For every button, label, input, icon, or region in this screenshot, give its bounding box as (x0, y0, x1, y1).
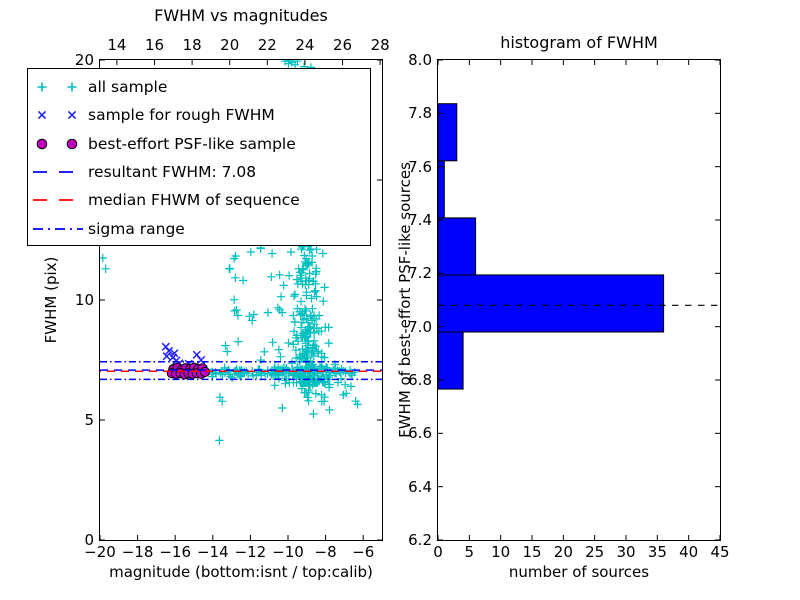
x-tick-label: 5 (464, 543, 475, 561)
y-tick-label: 5 (84, 411, 94, 429)
x-tick-label: 40 (679, 543, 699, 561)
legend-entry-median-fwhm: median FHWM of sequence (28, 186, 370, 214)
calib-tick-label: 28 (370, 36, 390, 54)
histogram-title: histogram of FWHM (500, 33, 658, 52)
rough-fwhm-cross-icon (37, 111, 77, 120)
x-tick-label: −14 (196, 543, 229, 561)
legend-label: resultant FWHM: 7.08 (88, 163, 257, 182)
x-tick-label: −10 (272, 543, 304, 561)
x-tick-label: −12 (234, 543, 267, 561)
x-tick-label: −16 (159, 543, 192, 561)
calib-tick-label: 22 (257, 36, 277, 54)
blue-dashdot-line-icon (33, 227, 83, 230)
x-tick-label: 15 (522, 543, 542, 561)
y-tick-label: 7.8 (408, 104, 432, 123)
legend-label: sample for rough FWHM (88, 106, 275, 125)
legend-label: median FHWM of sequence (88, 191, 300, 210)
x-tick-label: 45 (710, 543, 730, 561)
calib-tick-label: 18 (182, 36, 202, 54)
legend-label: best-effort PSF-like sample (88, 134, 296, 153)
calib-tick-label: 16 (144, 36, 165, 54)
x-tick-label: 20 (553, 543, 573, 561)
legend-entry-resultant-fwhm: resultant FWHM: 7.08 (28, 158, 370, 186)
legend-entry-all-sample: all sample (28, 73, 370, 101)
legend-label: sigma range (88, 219, 185, 238)
y-tick-label: 10 (74, 291, 94, 309)
calib-tick-label: 14 (107, 36, 127, 54)
y-tick-label: 6.2 (408, 531, 432, 549)
x-tick-label: 35 (647, 543, 667, 561)
scatter-title: FWHM vs magnitudes (154, 6, 328, 25)
y-tick-label: 6.6 (408, 424, 432, 443)
histogram-ylabel: FWHM of best-effort PSF-like sources (396, 162, 414, 438)
all-sample-plus-icon (37, 82, 77, 92)
legend-entry-rough-fwhm: sample for rough FWHM (28, 101, 370, 129)
psf-sample-circle-icon (36, 138, 78, 150)
blue-dashed-line-icon (33, 171, 83, 173)
x-tick-label: −8 (314, 543, 337, 561)
y-tick-label: 0 (84, 531, 94, 549)
y-tick-label: 7.0 (408, 317, 432, 336)
scatter-xlabel: magnitude (bottom:isnt / top:calib) (109, 563, 373, 581)
red-dashed-line-icon (33, 199, 83, 202)
x-tick-label: −6 (352, 543, 375, 561)
x-tick-label: 0 (433, 543, 443, 561)
x-tick-label: 25 (585, 543, 605, 561)
y-tick-label: 7.6 (408, 157, 432, 176)
histogram-bars (438, 103, 665, 390)
y-tick-label: 7.2 (408, 264, 432, 283)
y-tick-label: 6.8 (408, 371, 432, 389)
y-tick-label: 6.4 (408, 477, 432, 496)
x-tick-label: 30 (616, 543, 636, 561)
legend-box: all sample sample for rough FWHM best-ef… (27, 68, 371, 246)
x-tick-label: −18 (121, 543, 154, 561)
y-tick-label: 20 (74, 51, 94, 69)
x-tick-label: −20 (84, 543, 116, 561)
calib-tick-label: 26 (332, 36, 353, 54)
calib-tick-label: 24 (295, 36, 315, 54)
psf-like-points (166, 362, 211, 380)
scatter-plot-area (100, 60, 382, 540)
x-tick-label: 10 (491, 543, 511, 561)
y-tick-label: 7.4 (408, 211, 432, 229)
histogram-plot-area (438, 60, 720, 540)
axis-ticks (438, 60, 720, 540)
calib-tick-label: 20 (220, 36, 240, 54)
legend-entry-psf-sample: best-effort PSF-like sample (28, 130, 370, 158)
legend-entry-sigma-range: sigma range (28, 214, 370, 242)
histogram-xlabel: number of sources (508, 563, 650, 581)
legend-label: all sample (88, 78, 168, 97)
y-tick-label: 8.0 (408, 51, 432, 69)
